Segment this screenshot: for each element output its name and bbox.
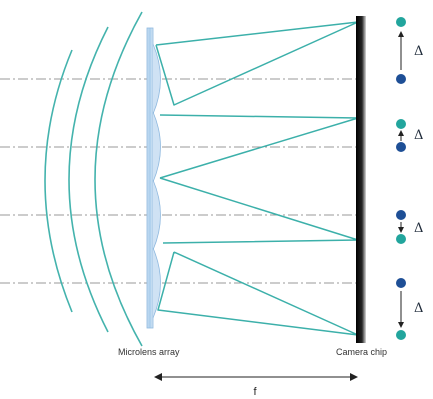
spot-markers: Δ Δ Δ Δ [396,17,423,340]
ray-bundle-3 [159,177,359,244]
delta-label-1: Δ [414,44,423,59]
lenslet-4 [152,247,161,319]
wavefront-3 [94,11,143,347]
ray-bundles [155,21,359,336]
lenslet-2 [152,111,161,183]
lenslet-1 [152,43,161,115]
spot-reference-dot [396,17,406,27]
delta-label-4: Δ [414,301,423,316]
spot-displaced-dot [396,74,406,84]
lenslet-3 [152,179,161,251]
optical-axes [0,78,360,284]
delta-label-2: Δ [414,128,423,143]
spot-displaced-dot [396,210,406,220]
ray-bundle-4 [157,251,359,336]
wavefront-2 [68,26,109,333]
spot-reference-dot [396,119,406,129]
camera-chip [356,16,366,343]
wavefronts [44,11,143,347]
delta-label-3: Δ [414,221,423,236]
wavefront-1 [44,49,73,313]
ray-bundle-1 [155,21,359,106]
lens-substrate [146,27,154,329]
camera-chip-label: Camera chip [336,347,387,357]
spot-reference-dot [396,330,406,340]
spot-displaced-dot [396,278,406,288]
spot-reference-dot [396,234,406,244]
spot-displaced-dot [396,142,406,152]
focal-length-label: f [253,386,257,398]
microlens-array [146,27,161,329]
microlens-array-label: Microlens array [118,347,180,357]
